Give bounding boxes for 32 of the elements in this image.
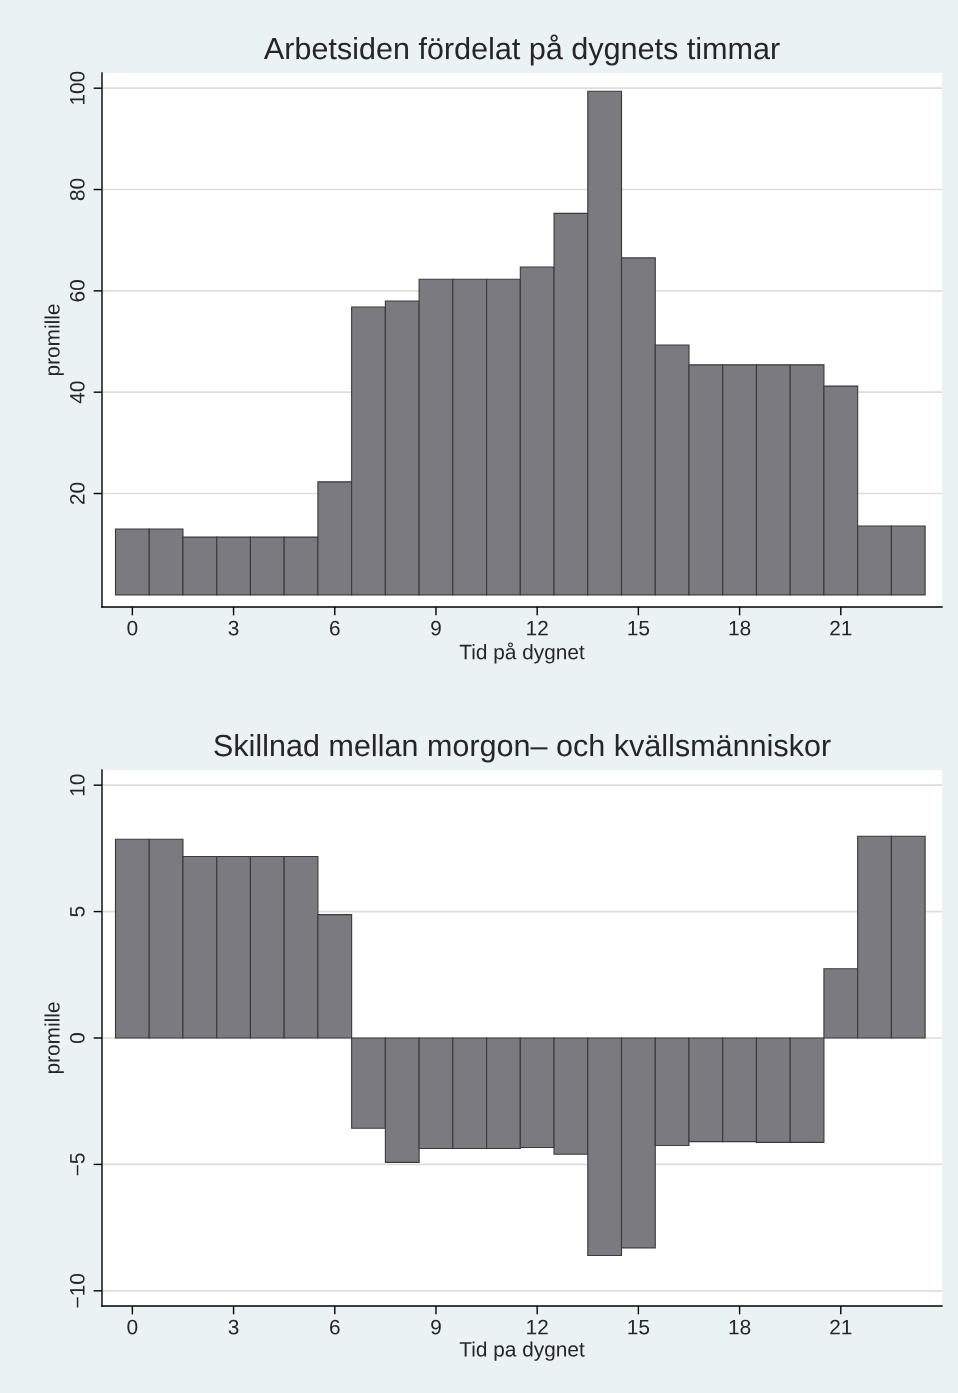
x-tick-label: 18 — [729, 620, 751, 636]
x-tick-label: 9 — [431, 1319, 441, 1335]
y-tick-label: 80 — [69, 178, 85, 201]
x-tick-label: 0 — [127, 1319, 138, 1335]
x-axis-title: Tid på dygnet — [459, 642, 585, 664]
y-tick-label: −5 — [70, 1153, 85, 1176]
y-tick-label: 0 — [69, 1033, 85, 1043]
x-tick-label: 18 — [729, 1319, 751, 1335]
y-axis-title: promille — [44, 304, 64, 376]
chart-title: Skillnad mellan morgon– och kvällsmänniskor — [214, 733, 831, 763]
x-tick-label: 12 — [527, 620, 548, 636]
y-tick-label: 20 — [69, 482, 85, 505]
y-axis-title: promille — [44, 1002, 64, 1074]
x-tick-label: 21 — [830, 620, 852, 636]
x-tick-label: 3 — [228, 620, 239, 636]
x-tick-label: 21 — [830, 1319, 852, 1335]
x-tick-label: 9 — [431, 620, 441, 636]
x-tick-label: 12 — [527, 1319, 548, 1335]
x-tick-label: 3 — [228, 1319, 239, 1335]
x-tick-label: 6 — [330, 620, 340, 636]
x-tick-label: 6 — [330, 1319, 340, 1335]
x-axis-title: Tid pa dygnet — [459, 1341, 585, 1361]
chart-title: Arbetsiden fördelat på dygnets timmar — [263, 34, 780, 66]
x-tick-label: 15 — [628, 620, 650, 636]
y-tick-label: 5 — [70, 906, 85, 917]
x-tick-label: 15 — [628, 1319, 650, 1335]
y-tick-label: −10 — [69, 1273, 85, 1308]
y-tick-label: 100 — [69, 71, 85, 104]
x-tick-label: 0 — [127, 620, 138, 636]
y-tick-label: 60 — [69, 280, 85, 302]
y-tick-label: 10 — [69, 774, 85, 796]
y-tick-label: 40 — [69, 381, 85, 404]
